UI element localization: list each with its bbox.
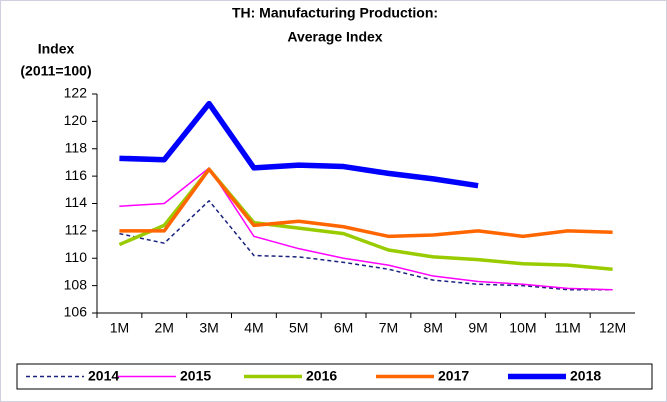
y-tick-label: 122 [64, 85, 88, 101]
series-line [119, 167, 613, 291]
x-tick-label: 10M [509, 320, 536, 336]
x-tick-label: 8M [424, 320, 443, 336]
y-tick-label: 116 [65, 167, 88, 183]
x-tick-label: 1M [110, 320, 129, 336]
series-line [119, 100, 479, 189]
x-tick-label: 12M [599, 320, 626, 336]
y-tick-label: 106 [64, 304, 88, 320]
x-tick-label: 3M [199, 320, 218, 336]
x-tick-label: 4M [244, 320, 263, 336]
y-axis-label: (2011=100) [20, 63, 91, 79]
series-line [119, 167, 613, 239]
y-tick-label: 120 [64, 112, 88, 128]
y-tick-label: 118 [65, 139, 88, 155]
y-tick-label: 112 [65, 222, 88, 238]
x-tick-label: 5M [289, 320, 308, 336]
x-tick-label: 2M [155, 320, 174, 336]
y-tick-label: 108 [64, 276, 88, 292]
legend-label: 2016 [306, 368, 337, 384]
x-tick-label: 7M [379, 320, 398, 336]
y-tick-label: 110 [65, 249, 88, 265]
x-tick-label: 9M [468, 320, 487, 336]
legend-label: 2014 [88, 368, 119, 384]
chart-title: TH: Manufacturing Production: [232, 5, 438, 21]
y-axis-label: Index [38, 41, 75, 57]
x-tick-label: 11M [555, 320, 581, 336]
chart-title: Average Index [287, 29, 382, 45]
y-tick-label: 114 [65, 194, 88, 210]
legend-label: 2015 [180, 368, 211, 384]
legend-label: 2017 [438, 368, 469, 384]
legend-label: 2018 [570, 368, 601, 384]
series-line [119, 200, 613, 291]
x-tick-label: 6M [334, 320, 353, 336]
